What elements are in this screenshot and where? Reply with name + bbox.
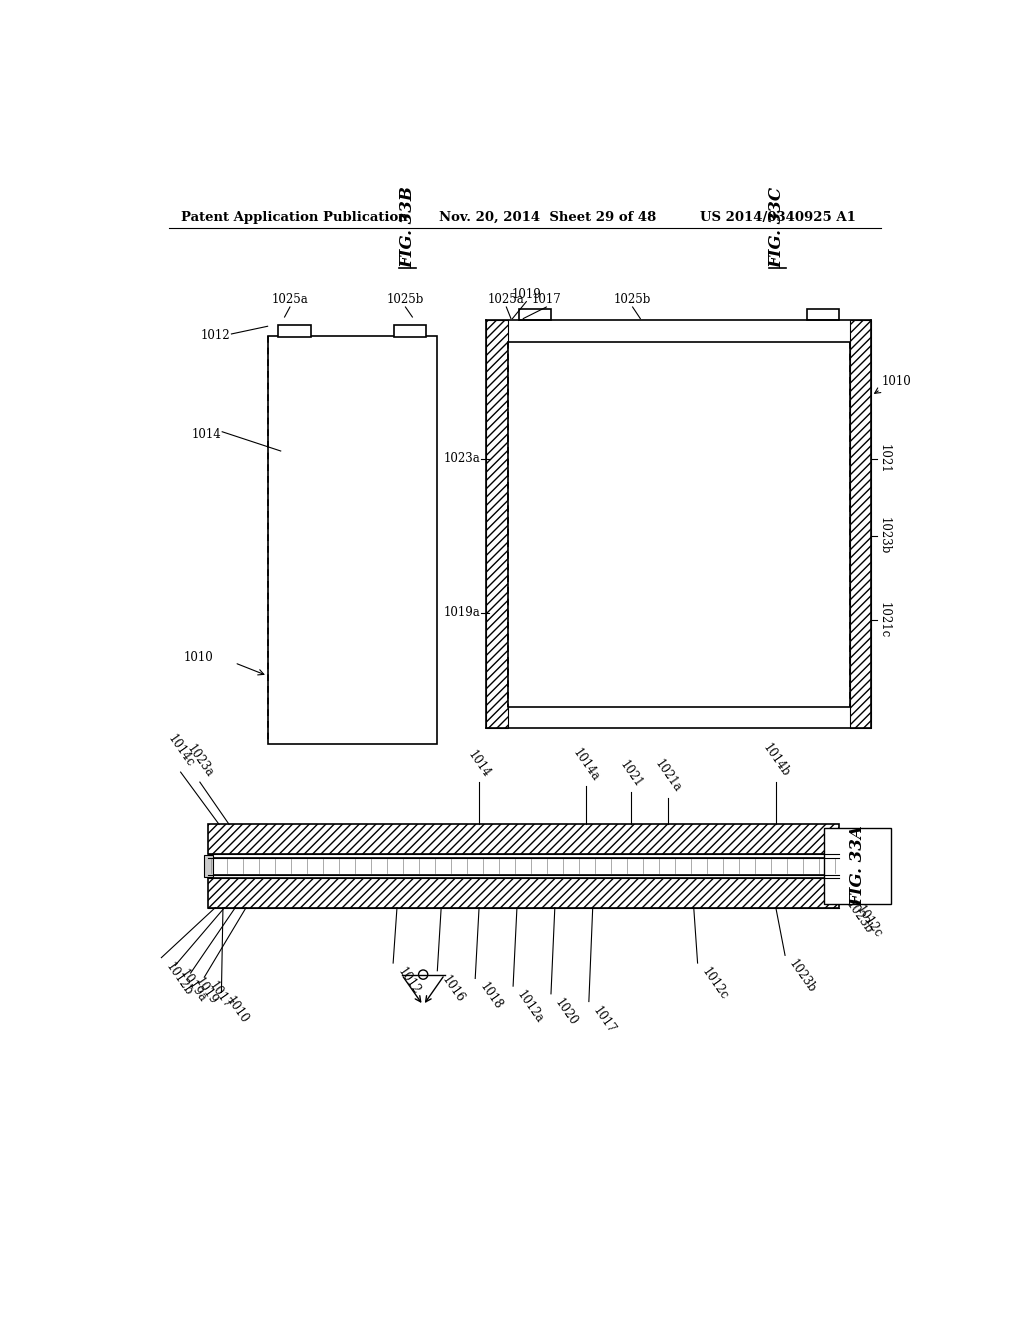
Text: 1017: 1017 [206, 979, 233, 1011]
Text: 1012: 1012 [201, 330, 230, 342]
Text: 1019a: 1019a [443, 606, 480, 619]
Text: FIG. 33B: FIG. 33B [399, 186, 417, 268]
Text: 1014: 1014 [191, 428, 221, 441]
Text: 1019a: 1019a [177, 968, 209, 1006]
Bar [208, 825, 839, 854]
Text: 1021: 1021 [616, 758, 644, 789]
Bar [486, 321, 508, 729]
Bar [508, 342, 850, 706]
Bar [208, 878, 839, 908]
Bar [204, 855, 213, 876]
Text: 1012b: 1012b [163, 960, 195, 998]
Text: 1025a: 1025a [271, 293, 308, 306]
Text: 1023a: 1023a [184, 742, 216, 780]
Text: Nov. 20, 2014  Sheet 29 of 48: Nov. 20, 2014 Sheet 29 of 48 [438, 211, 655, 224]
Bar [850, 321, 871, 729]
Text: 1025a: 1025a [488, 293, 524, 306]
Text: 1010: 1010 [882, 375, 911, 388]
Text: 1010: 1010 [184, 651, 214, 664]
Text: 1012c: 1012c [699, 965, 730, 1002]
Text: FIG. 33C: FIG. 33C [769, 186, 785, 268]
Text: 1012a: 1012a [515, 989, 546, 1026]
Bar [267, 335, 437, 743]
Text: 1023b: 1023b [878, 517, 891, 554]
Text: 1021c: 1021c [878, 602, 891, 639]
Text: 1019: 1019 [193, 975, 220, 1007]
Text: 1012c: 1012c [853, 904, 885, 941]
Bar [208, 858, 839, 875]
Text: 1014b: 1014b [760, 742, 792, 780]
Bar [394, 325, 426, 337]
Text: 1023a: 1023a [443, 453, 480, 465]
Text: 1016: 1016 [439, 973, 467, 1005]
Text: 1021: 1021 [878, 444, 891, 474]
Bar [823, 829, 891, 904]
Text: 1019: 1019 [511, 288, 542, 301]
Text: US 2014/0340925 A1: US 2014/0340925 A1 [700, 211, 856, 224]
Text: 1020: 1020 [553, 997, 581, 1028]
Text: 1023b: 1023b [843, 899, 874, 936]
Text: FIG. 33A: FIG. 33A [849, 825, 866, 907]
Text: 1017: 1017 [591, 1003, 618, 1036]
Text: 1014a: 1014a [570, 746, 602, 784]
Text: Patent Application Publication: Patent Application Publication [180, 211, 408, 224]
Text: 1021a: 1021a [652, 758, 684, 795]
Bar [279, 325, 310, 337]
Text: 1017: 1017 [531, 293, 561, 306]
Text: 1025b: 1025b [614, 293, 651, 306]
Text: 1018: 1018 [477, 981, 505, 1012]
Text: 1023b: 1023b [786, 958, 818, 995]
Text: 1014c: 1014c [165, 733, 197, 770]
Text: 1012: 1012 [394, 965, 422, 997]
Text: 1025b: 1025b [387, 293, 424, 306]
Text: 1010: 1010 [223, 995, 251, 1027]
Bar [518, 309, 551, 321]
Bar [807, 309, 839, 321]
Text: 1014: 1014 [465, 748, 493, 780]
